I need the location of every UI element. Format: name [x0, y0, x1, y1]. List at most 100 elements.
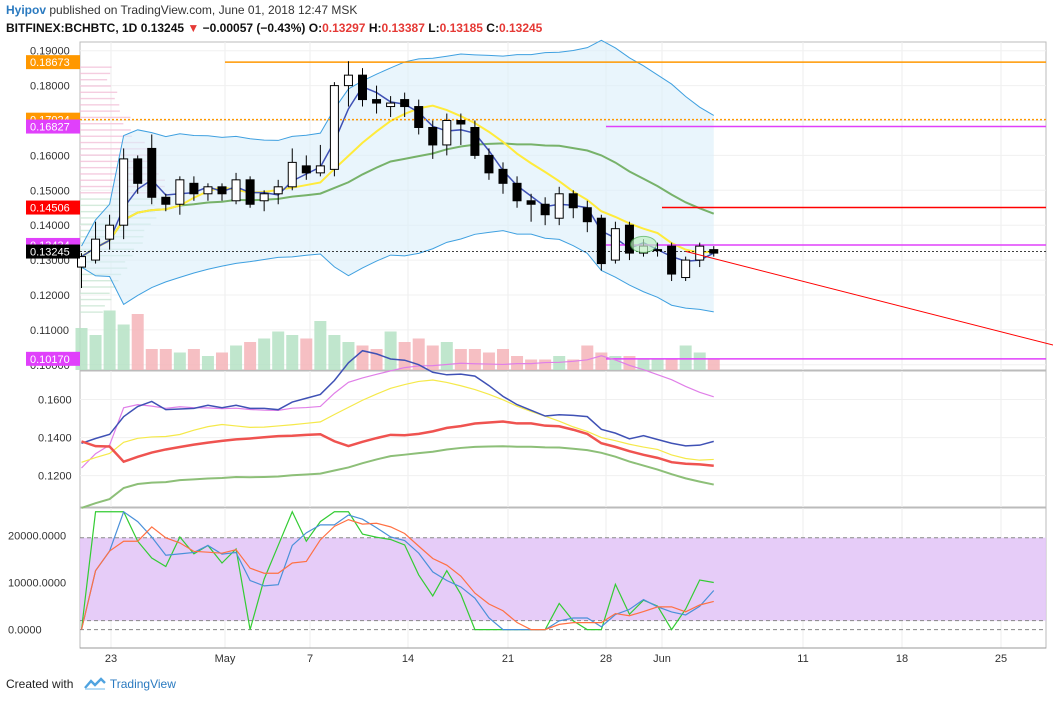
- candle-body: [471, 127, 479, 155]
- volume-bar: [300, 339, 312, 371]
- volume-profile-bar: [80, 299, 111, 300]
- volume-bar: [497, 349, 509, 370]
- volume-profile-bar: [80, 117, 130, 118]
- candle-body: [204, 187, 212, 194]
- candle-body: [654, 250, 662, 251]
- price-axis-label: 0.11000: [30, 325, 69, 337]
- indicator-axis-label: 0.1400: [38, 433, 72, 445]
- volume-profile-bar: [80, 98, 115, 99]
- candle-body: [527, 201, 535, 204]
- volume-bar: [469, 349, 481, 370]
- price-axis-label: 0.15000: [30, 185, 70, 197]
- volume-bar: [385, 332, 397, 371]
- volume-bar: [132, 314, 144, 370]
- volume-bar: [160, 349, 172, 370]
- candle-body: [106, 225, 114, 239]
- x-tick-label: 7: [307, 653, 313, 665]
- volume-bar: [328, 335, 340, 370]
- candle-body: [359, 75, 367, 99]
- volume-profile-bar: [80, 104, 119, 105]
- volume-bar: [357, 346, 369, 371]
- volume-profile-bar: [80, 92, 117, 93]
- volume-bar: [230, 346, 242, 371]
- x-tick-label: Jun: [653, 653, 671, 665]
- volume-profile-bar: [80, 85, 111, 86]
- bollinger-band-fill: [82, 40, 714, 312]
- volume-profile-bar: [80, 293, 110, 294]
- candle-body: [148, 148, 156, 197]
- candle-body: [682, 260, 690, 277]
- candle-body: [302, 166, 310, 173]
- price-axis-label: 0.18000: [30, 81, 70, 93]
- price-tag-label: 0.13245: [30, 247, 70, 259]
- volume-bar: [371, 349, 383, 370]
- volume-bar: [595, 353, 607, 371]
- volume-profile-bar: [80, 66, 112, 67]
- indicator-green-line: [82, 446, 714, 508]
- volume-bar: [258, 339, 270, 371]
- volume-bar: [342, 342, 354, 370]
- volume-profile-bar: [80, 286, 117, 287]
- candle-body: [288, 162, 296, 186]
- volume-bar: [483, 353, 495, 371]
- tradingview-link[interactable]: TradingView: [110, 677, 176, 691]
- x-tick-label: 14: [402, 653, 414, 665]
- candle-body: [190, 183, 198, 193]
- volume-profile-bar: [80, 311, 103, 312]
- candle-body: [668, 246, 676, 274]
- candle-body: [134, 159, 142, 183]
- volume-bar: [216, 353, 228, 371]
- candle-body: [274, 187, 282, 194]
- oscillator-axis-label: 10000.0000: [8, 577, 66, 589]
- volume-profile-bar: [80, 110, 120, 111]
- candle-body: [499, 169, 507, 183]
- oscillator-axis-label: 20000.0000: [8, 530, 66, 542]
- highlight-ellipse: [631, 236, 657, 252]
- x-tick-label: 11: [797, 653, 808, 665]
- volume-bar: [399, 342, 411, 370]
- volume-bar: [511, 356, 523, 370]
- candle-body: [513, 183, 521, 200]
- volume-bar: [314, 321, 326, 370]
- volume-bar: [694, 353, 706, 371]
- price-axis-label: 0.16000: [30, 150, 70, 162]
- volume-bar: [118, 325, 130, 371]
- indicator-yellow-line: [82, 380, 714, 462]
- candle-body: [260, 194, 268, 201]
- x-tick-label: 23: [105, 653, 117, 665]
- candle-body: [176, 180, 184, 204]
- volume-bar: [553, 356, 565, 370]
- volume-profile-bar: [80, 305, 105, 306]
- candle-body: [583, 208, 591, 222]
- volume-profile-bar: [80, 123, 123, 124]
- oscillator-axis-label: 0.0000: [8, 625, 42, 637]
- volume-bar: [244, 342, 256, 370]
- volume-bar: [188, 349, 200, 370]
- candle-body: [555, 194, 563, 218]
- volume-bar: [286, 335, 298, 370]
- volume-bar: [652, 360, 664, 371]
- volume-profile-bar: [80, 79, 107, 80]
- candle-body: [429, 127, 437, 144]
- price-tag-label: 0.10170: [30, 354, 70, 366]
- candle-body: [696, 246, 704, 260]
- indicator-axis-label: 0.1600: [38, 395, 72, 407]
- x-tick-label: 25: [995, 653, 1007, 665]
- created-with-text: Created with: [6, 677, 73, 691]
- volume-bar: [680, 346, 692, 371]
- candle-body: [415, 107, 423, 128]
- candle-body: [246, 180, 254, 204]
- volume-bar: [539, 360, 551, 371]
- volume-bar: [666, 360, 678, 371]
- candle-body: [597, 218, 605, 263]
- footer: Created with TradingView: [6, 677, 176, 691]
- candle-body: [485, 155, 493, 172]
- price-tag-label: 0.16827: [30, 122, 70, 134]
- candle-body: [457, 121, 465, 124]
- candle-body: [232, 180, 240, 201]
- volume-bar: [146, 349, 158, 370]
- volume-bar: [90, 335, 102, 370]
- price-tag-label: 0.14506: [30, 203, 70, 215]
- indicator-red-line: [82, 422, 714, 466]
